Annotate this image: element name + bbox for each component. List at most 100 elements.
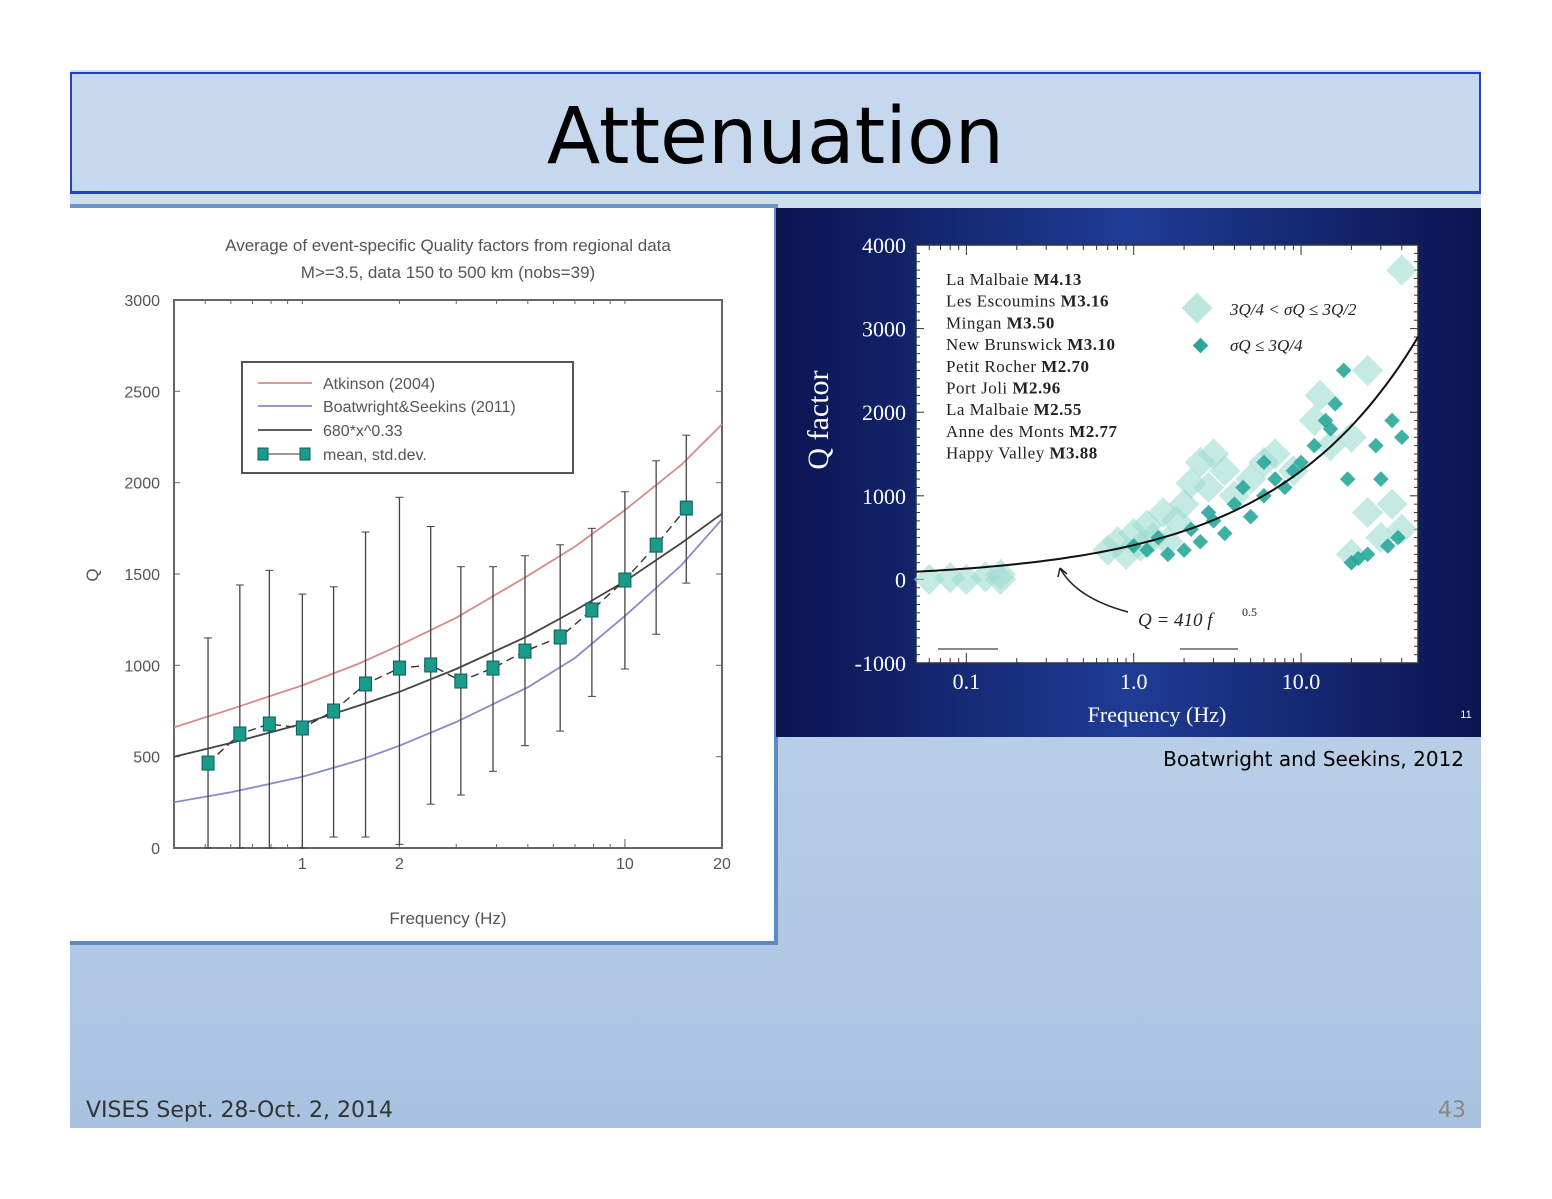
- scatter-point-large: [1209, 455, 1241, 487]
- event-name: Mingan: [946, 313, 1007, 332]
- fit-curve: [915, 336, 1419, 573]
- x-tick-label: 1: [298, 856, 307, 873]
- y-tick-label: 1000: [124, 658, 160, 675]
- page-number: 43: [1438, 1098, 1466, 1123]
- scatter-point-large: [1386, 254, 1418, 286]
- scatter-point-small: [1192, 534, 1209, 550]
- arrow-head-icon: [1057, 567, 1068, 578]
- y-tick-label: -1000: [855, 651, 906, 676]
- mean-marker: [486, 660, 500, 676]
- scatter-point-small: [1277, 479, 1293, 496]
- scatter-point-small: [1306, 437, 1323, 454]
- y-tick-label: 2000: [862, 400, 906, 425]
- mean-marker: [454, 673, 468, 689]
- event-entry: La Malbaie M4.13: [946, 270, 1082, 289]
- figure-number: 11: [1460, 709, 1471, 721]
- scatter-point-small: [1327, 396, 1343, 412]
- mean-marker: [649, 537, 663, 553]
- y-tick-label: 1000: [862, 484, 906, 509]
- scatter-point-small: [1368, 437, 1384, 454]
- scatter-point-small: [1322, 421, 1339, 437]
- event-name: Happy Valley: [946, 444, 1049, 463]
- scatter-point-large: [984, 563, 1017, 595]
- scatter-point-small: [1384, 412, 1400, 429]
- mean-line: [207, 507, 687, 764]
- mean-marker: [518, 643, 532, 659]
- mean-marker: [618, 572, 632, 588]
- divider-stripe: [70, 204, 778, 208]
- event-magnitude: M2.77: [1069, 422, 1117, 441]
- event-magnitude: M3.16: [1061, 292, 1109, 311]
- y-tick-label: 3000: [124, 293, 160, 310]
- event-name: Petit Rocher: [946, 357, 1041, 376]
- mean-marker: [262, 716, 276, 732]
- mean-marker: [327, 703, 341, 719]
- event-name: La Malbaie: [946, 400, 1034, 419]
- scatter-point-small: [1150, 529, 1166, 546]
- x-tick-label: 1.0: [1120, 669, 1148, 694]
- y-tick-label: 1500: [124, 567, 160, 584]
- scatter-point-large: [950, 563, 982, 595]
- series-line-1: [173, 518, 723, 804]
- left-chart-panel: Average of event-specific Quality factor…: [70, 208, 778, 945]
- series-line-0: [173, 423, 723, 729]
- mean-marker: [233, 726, 247, 742]
- legend-label: Atkinson (2004): [323, 376, 435, 393]
- scatter-point-small: [1216, 525, 1233, 542]
- x-axis-label: Frequency (Hz): [1088, 702, 1227, 727]
- y-tick-label: 0: [151, 841, 160, 858]
- scatter-point-small: [1373, 471, 1389, 487]
- legend-label: mean, std.dev.: [323, 447, 427, 464]
- event-entry: Les Escoumins M3.16: [946, 292, 1109, 311]
- event-magnitude: M2.96: [1012, 379, 1060, 398]
- event-magnitude: M3.50: [1007, 313, 1055, 332]
- event-entry: Mingan M3.50: [946, 313, 1055, 332]
- fit-exponent: 0.5: [1242, 605, 1257, 619]
- right-chart: Frequency (Hz) Q factor 11 -1000 0 1000 200…: [802, 233, 1472, 727]
- event-name: La Malbaie: [946, 270, 1034, 289]
- event-magnitude: M3.88: [1049, 444, 1097, 463]
- event-entry: Happy Valley M3.88: [946, 444, 1098, 463]
- x-tick-label: 0.1: [953, 669, 981, 694]
- event-name: Port Joli: [946, 379, 1012, 398]
- event-magnitude: M4.13: [1034, 270, 1082, 289]
- legend-label: σQ ≤ 3Q/4: [1230, 336, 1303, 355]
- scatter-point-small: [1380, 538, 1396, 554]
- scatter-point-large: [1376, 488, 1408, 520]
- x-tick-label: 10.0: [1282, 669, 1321, 694]
- series-line-2: [173, 512, 723, 758]
- event-name: Anne des Monts: [946, 422, 1069, 441]
- x-axis-label: Frequency (Hz): [389, 909, 506, 928]
- scatter-point-large: [1304, 379, 1336, 412]
- y-axis-label: Q: [83, 568, 102, 581]
- y-tick-label: 0: [895, 567, 906, 592]
- x-tick-label: 10: [616, 856, 634, 873]
- mean-marker: [424, 657, 438, 673]
- fit-label: Q = 410 f: [1138, 610, 1215, 631]
- annotation-arrow: [1059, 567, 1129, 613]
- mean-marker: [201, 755, 215, 771]
- event-name: Les Escoumins: [946, 292, 1061, 311]
- scatter-point-large: [1352, 354, 1384, 386]
- event-entry: La Malbaie M2.55: [946, 400, 1082, 419]
- y-tick-label: 2500: [124, 384, 160, 401]
- event-name: New Brunswick: [946, 335, 1067, 354]
- fit-annotation: Q = 410 f 0.5: [1057, 567, 1257, 631]
- chart-title: Average of event-specific Quality factor…: [225, 236, 671, 255]
- chart-subtitle: M>=3.5, data 150 to 500 km (nobs=39): [301, 263, 595, 282]
- event-entry: Anne des Monts M2.77: [946, 422, 1118, 441]
- legend-label: Boatwright&Seekins (2011): [323, 399, 516, 416]
- y-tick-label: 4000: [862, 233, 906, 258]
- legend-marker-small-diamond: [1192, 337, 1209, 354]
- legend-marker: [257, 447, 269, 461]
- y-tick-label: 500: [133, 750, 160, 767]
- mean-marker: [585, 602, 599, 618]
- legend-marker: [299, 447, 311, 461]
- event-entry: Petit Rocher M2.70: [946, 357, 1090, 376]
- event-list: La Malbaie M4.13 Les Escoumins M3.16 Minga…: [946, 270, 1118, 463]
- title-box: Attenuation: [70, 72, 1481, 194]
- event-entry: New Brunswick M3.10: [946, 335, 1116, 354]
- x-tick-label: 2: [395, 856, 404, 873]
- legend-label: 680*x^0.33: [323, 423, 403, 440]
- x-tick-label: 20: [713, 856, 731, 873]
